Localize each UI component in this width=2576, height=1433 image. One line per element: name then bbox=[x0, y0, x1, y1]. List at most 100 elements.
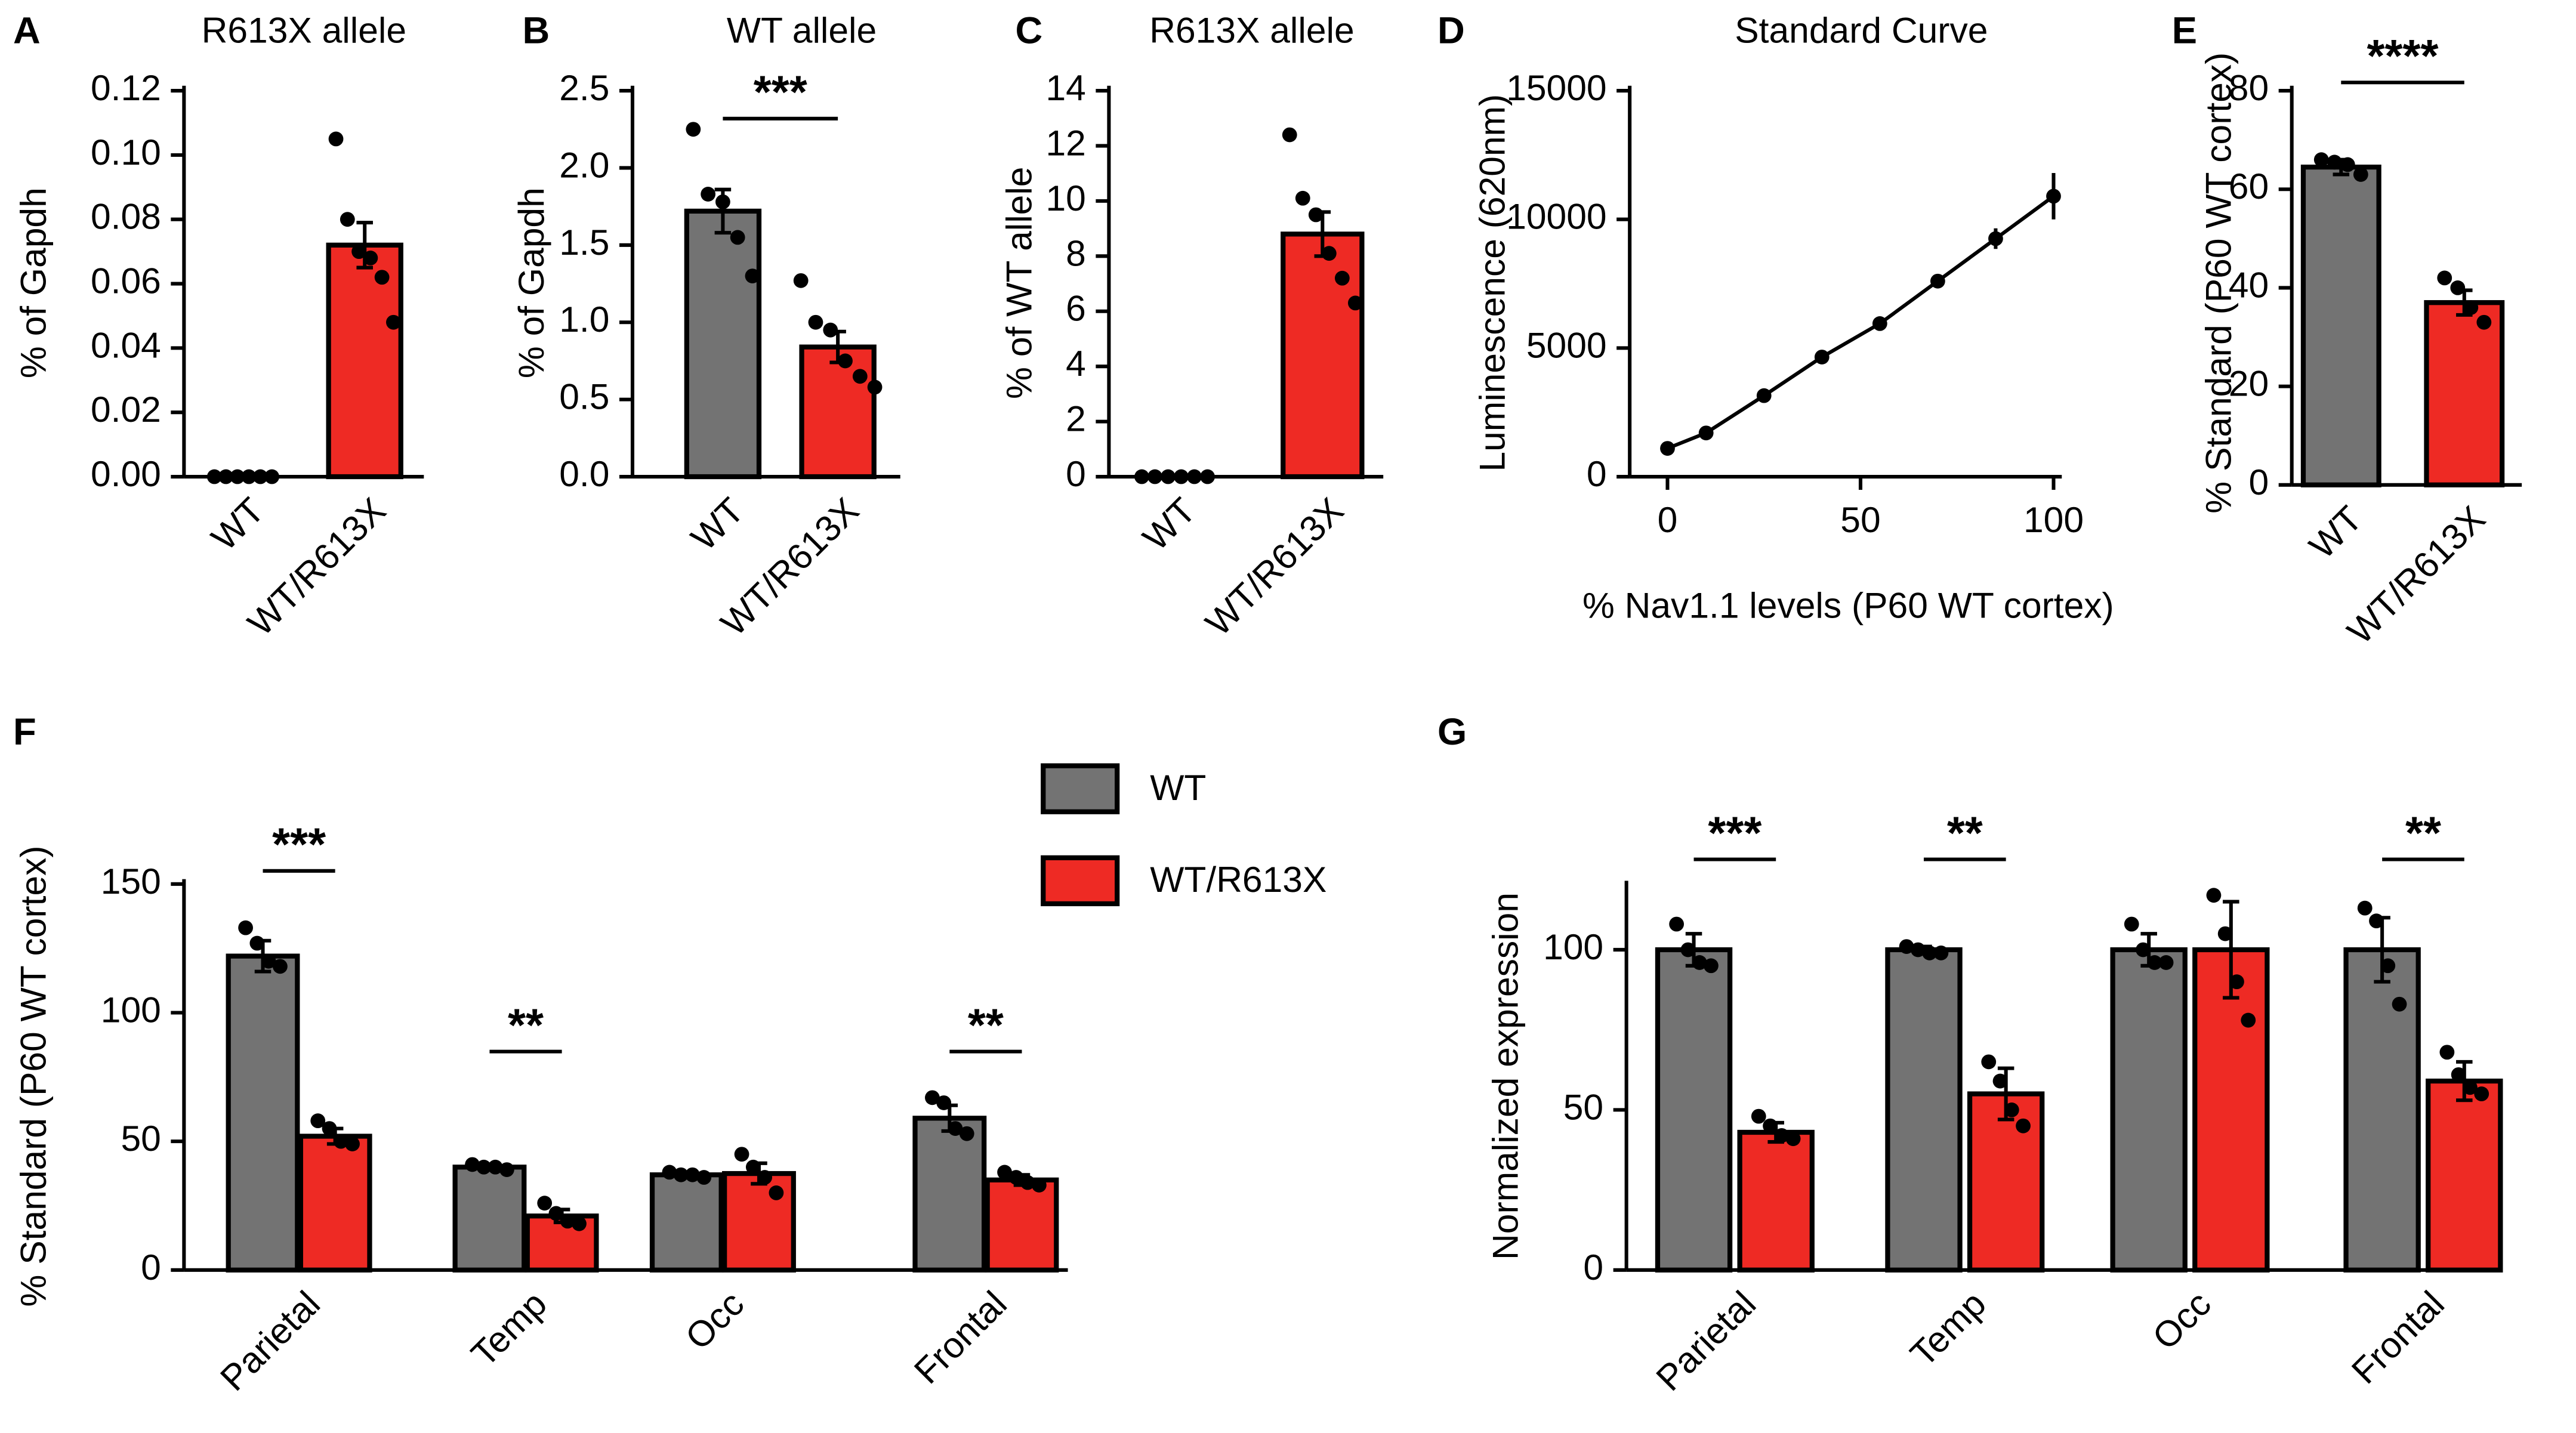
data-point bbox=[808, 314, 823, 330]
data-point bbox=[1032, 1178, 1047, 1193]
data-point bbox=[1295, 190, 1310, 206]
data-point bbox=[2046, 189, 2061, 204]
bar bbox=[2192, 947, 2270, 1273]
data-point bbox=[2474, 1086, 2489, 1101]
data-point bbox=[734, 1147, 749, 1162]
data-point bbox=[769, 1185, 784, 1200]
data-point bbox=[1774, 1128, 1790, 1143]
data-point bbox=[1692, 955, 1707, 970]
data-point bbox=[252, 469, 268, 484]
bar bbox=[649, 1172, 724, 1273]
data-point bbox=[852, 369, 868, 384]
y-tick-label: 50 bbox=[121, 1118, 161, 1159]
x-tick-label: Temp bbox=[1902, 1283, 1994, 1375]
curve bbox=[1667, 194, 2055, 450]
data-point bbox=[249, 935, 265, 951]
data-point bbox=[2136, 942, 2151, 958]
y-tick-label: 12 bbox=[1045, 122, 1085, 163]
data-point bbox=[230, 469, 245, 484]
x-tick-label: 0 bbox=[1658, 499, 1678, 540]
data-point bbox=[1321, 246, 1337, 261]
data-point bbox=[823, 322, 838, 338]
y-axis-label: % Standard (P60 WT cortex) bbox=[13, 845, 54, 1307]
data-point bbox=[1008, 1170, 1024, 1185]
y-tick-label: 1.5 bbox=[559, 222, 609, 262]
data-point bbox=[218, 469, 233, 484]
data-point bbox=[1992, 1073, 2008, 1089]
data-point bbox=[838, 353, 853, 369]
bar bbox=[2426, 1078, 2503, 1273]
y-tick-label: 50 bbox=[1563, 1086, 1603, 1127]
y-tick-label: 0.00 bbox=[91, 453, 161, 494]
data-point bbox=[1200, 469, 1215, 484]
data-point bbox=[793, 273, 809, 288]
bar bbox=[1885, 947, 1963, 1273]
significance-label: **** bbox=[2367, 30, 2439, 82]
y-tick-label: 0.08 bbox=[91, 196, 161, 237]
data-point bbox=[701, 187, 716, 202]
panel-title: R613X allele bbox=[202, 10, 406, 51]
bar bbox=[799, 344, 877, 480]
panel-title: Standard Curve bbox=[1735, 10, 1988, 51]
data-point bbox=[385, 314, 401, 330]
data-point bbox=[537, 1196, 553, 1211]
data-point bbox=[745, 1159, 761, 1175]
y-tick-label: 0.04 bbox=[91, 325, 161, 365]
legend-swatch bbox=[1041, 855, 1120, 906]
data-point bbox=[2313, 152, 2329, 168]
panel-letter: D bbox=[1437, 10, 1465, 51]
y-tick-label: 0 bbox=[1066, 453, 1086, 494]
data-point bbox=[1698, 425, 1714, 441]
data-point bbox=[273, 959, 288, 974]
bar bbox=[1281, 231, 1365, 480]
data-point bbox=[310, 1113, 326, 1129]
y-tick-label: 10 bbox=[1045, 178, 1085, 218]
data-point bbox=[2217, 926, 2233, 941]
data-point bbox=[328, 131, 344, 147]
y-tick-label: 150 bbox=[101, 861, 161, 901]
data-point bbox=[2327, 155, 2342, 170]
data-point bbox=[322, 1121, 337, 1136]
data-point bbox=[1763, 1118, 1778, 1134]
data-point bbox=[2437, 270, 2452, 286]
data-point bbox=[488, 1159, 503, 1175]
bar bbox=[298, 1134, 372, 1273]
x-tick-label: Occ bbox=[2145, 1283, 2219, 1357]
data-point bbox=[1756, 388, 1772, 403]
data-point bbox=[936, 1095, 952, 1110]
panel-title: R613X allele bbox=[1149, 10, 1354, 51]
legend-label: WT bbox=[1150, 767, 1206, 808]
bar bbox=[985, 1177, 1059, 1273]
data-point bbox=[1872, 316, 1887, 331]
data-point bbox=[685, 1167, 700, 1182]
data-point bbox=[2439, 1045, 2455, 1060]
y-tick-label: 15000 bbox=[1506, 67, 1606, 108]
data-point bbox=[572, 1216, 587, 1231]
data-point bbox=[241, 469, 257, 484]
data-point bbox=[1669, 916, 1685, 932]
y-axis-label: % of Gapdh bbox=[511, 187, 551, 378]
y-axis-label: % of Gapdh bbox=[13, 187, 54, 378]
data-point bbox=[2016, 1118, 2031, 1134]
data-point bbox=[1282, 127, 1297, 143]
bar bbox=[722, 1171, 796, 1273]
data-point bbox=[1814, 350, 1830, 365]
y-tick-label: 5000 bbox=[1526, 325, 1607, 365]
data-point bbox=[1922, 945, 1938, 961]
y-tick-label: 60 bbox=[2229, 166, 2269, 206]
data-point bbox=[2357, 900, 2373, 916]
data-point bbox=[730, 230, 745, 245]
x-tick-label: Parietal bbox=[212, 1283, 328, 1398]
x-tick-label: WT bbox=[203, 490, 272, 558]
data-point bbox=[1660, 441, 1675, 456]
x-tick-label: WT bbox=[1135, 490, 1204, 558]
panel-title: WT allele bbox=[727, 10, 877, 51]
data-point bbox=[1910, 942, 1926, 958]
data-point bbox=[1161, 469, 1176, 484]
data-point bbox=[1930, 273, 1945, 289]
data-point bbox=[2206, 888, 2222, 903]
data-point bbox=[2124, 916, 2139, 932]
data-point bbox=[686, 122, 701, 137]
data-point bbox=[560, 1213, 575, 1229]
